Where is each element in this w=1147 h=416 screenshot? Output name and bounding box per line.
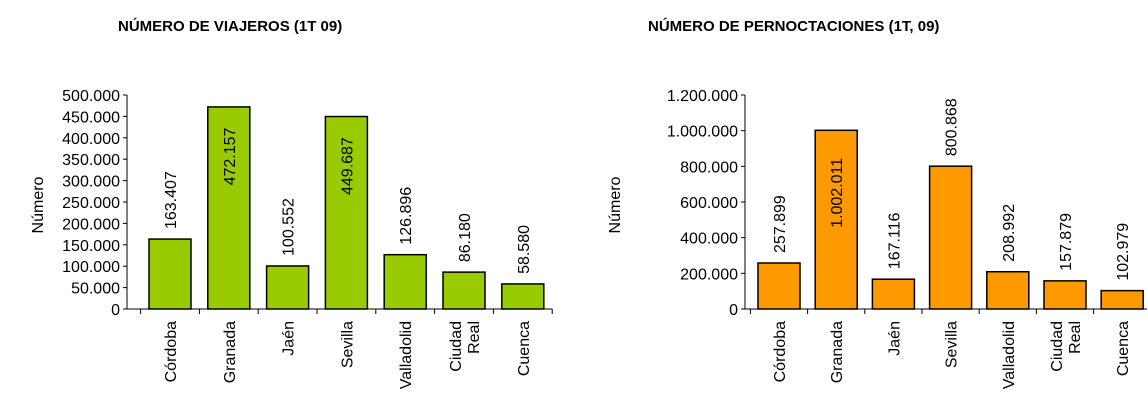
chart1-category-label: Jaén: [281, 321, 298, 356]
chart1-bar: [383, 253, 427, 310]
chart1-value-label: 86.180: [457, 213, 474, 262]
chart1-value-label: 472.157: [222, 127, 239, 185]
chart1-y-tick-label: 500.000: [62, 88, 120, 105]
chart1-y-tick-label: 400.000: [62, 131, 120, 148]
chart1-y-tick-label: 150.000: [62, 238, 120, 255]
chart2-bar: [986, 270, 1030, 310]
chart1-value-label: 163.407: [163, 171, 180, 229]
chart1-y-tick-label: 50.000: [71, 281, 120, 298]
chart2-value-label: 800.868: [944, 98, 961, 156]
chart2-y-tick-label: 200.000: [680, 266, 738, 283]
chart1-value-label: 58.580: [516, 225, 533, 274]
chart1-y-tick-label: 250.000: [62, 195, 120, 212]
chart-title-viajeros: NÚMERO DE VIAJEROS (1T 09): [118, 18, 343, 35]
chart2-category-label: Valladolid: [1001, 321, 1018, 389]
chart2-value-label: 208.992: [1001, 204, 1018, 262]
chart1-bar: [265, 265, 310, 310]
chart1-y-axis-label: Número: [30, 176, 47, 233]
chart1-bar: [501, 283, 545, 310]
chart1-category-label: Real: [466, 321, 483, 354]
chart2-value-label: 102.979: [1115, 223, 1132, 281]
chart1-y-tick-label: 350.000: [62, 152, 120, 169]
chart1-y-tick-label: 300.000: [62, 174, 120, 191]
chart2-value-label: 157.879: [1058, 213, 1075, 271]
chart2-category-label: Cuenca: [1115, 321, 1132, 376]
chart2-category-label: Jaén: [886, 321, 903, 356]
chart2-y-tick-label: 1.200.000: [667, 88, 738, 105]
chart1-category-label: Granada: [222, 321, 239, 383]
chart1-y-tick-label: 200.000: [62, 216, 120, 233]
chart1-category-label: Ciudad: [448, 321, 465, 372]
chart2-bar: [1100, 289, 1144, 310]
chart2-category-label: Granada: [829, 321, 846, 383]
chart2-category-label: Córdoba: [772, 321, 789, 382]
chart2-y-tick-label: 400.000: [680, 231, 738, 248]
chart2-y-tick-label: 600.000: [680, 195, 738, 212]
chart2-bar: [928, 165, 973, 310]
chart2-value-label: 1.002.011: [829, 158, 846, 228]
chart2-y-axis-label: Número: [607, 176, 624, 233]
chart2-bar: [814, 129, 858, 310]
chart1-bar: [148, 238, 192, 310]
chart2-category-label: Sevilla: [944, 321, 961, 368]
chart1-category-label: Sevilla: [339, 321, 356, 368]
chart1-y-tick-label: 100.000: [62, 259, 120, 276]
chart1-y-tick-label: 0: [111, 302, 120, 319]
chart2-y-tick-label: 1.000.000: [667, 124, 738, 141]
chart2-category-label: Real: [1067, 321, 1084, 354]
chart-title-pernoctaciones: NÚMERO DE PERNOCTACIONES (1T, 09): [648, 18, 940, 35]
chart2-bar: [757, 262, 801, 310]
chart1-value-label: 449.687: [339, 137, 356, 195]
chart2-bar: [1043, 280, 1087, 310]
chart1-bar: [324, 115, 369, 310]
chart1-value-label: 126.896: [398, 187, 415, 245]
chart1-bar: [207, 106, 251, 310]
chart2-value-label: 167.116: [886, 212, 903, 269]
chart1-y-tick-label: 450.000: [62, 109, 120, 126]
chart1-bar: [442, 271, 486, 310]
chart1-category-label: Valladolid: [398, 321, 415, 389]
chart1-value-label: 100.552: [281, 198, 298, 256]
chart2-bar: [871, 278, 916, 310]
chart1-category-label: Córdoba: [163, 321, 180, 382]
chart2-category-label: Ciudad: [1049, 321, 1066, 372]
chart2-y-tick-label: 0: [729, 302, 738, 319]
chart1-category-label: Cuenca: [516, 321, 533, 376]
chart2-value-label: 257.899: [772, 195, 789, 253]
chart2-y-tick-label: 800.000: [680, 159, 738, 176]
